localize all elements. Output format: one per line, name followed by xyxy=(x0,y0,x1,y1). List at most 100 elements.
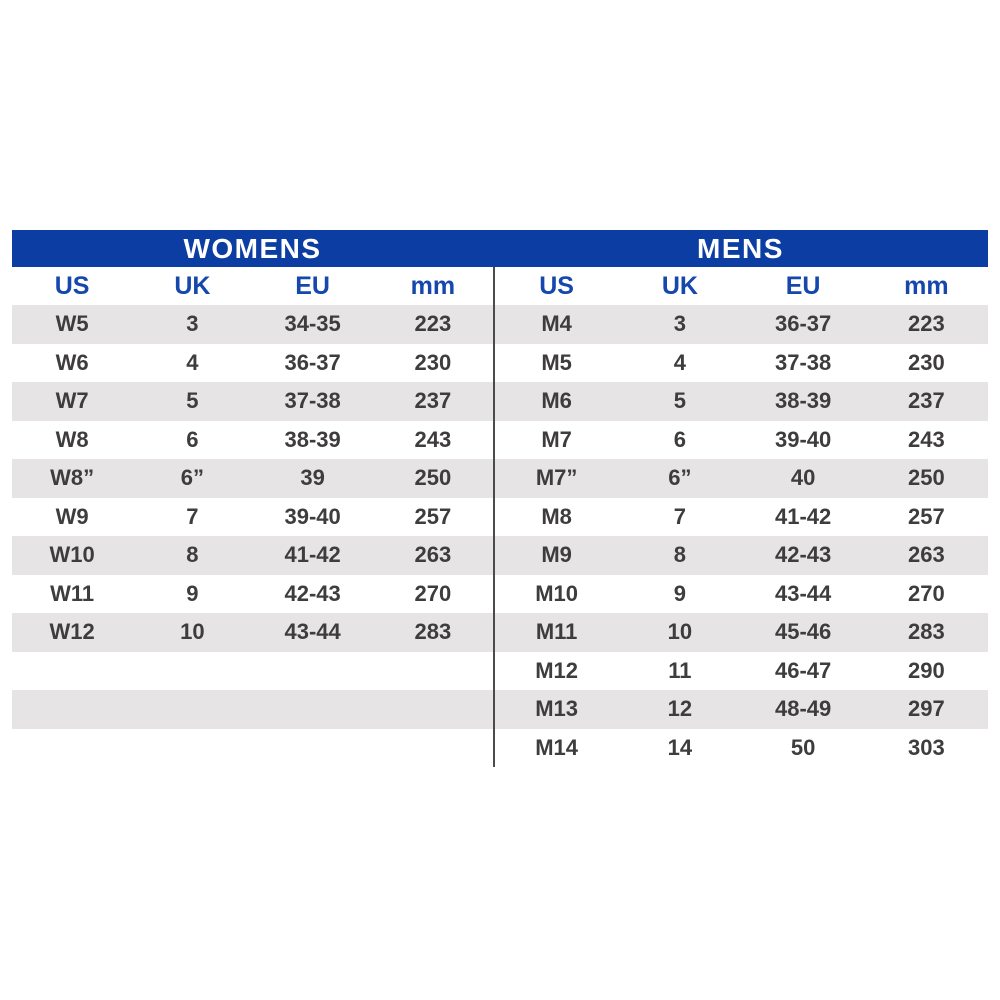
table-cell: 14 xyxy=(667,734,693,760)
table-cell: 290 xyxy=(908,657,945,683)
table-cell: W11 xyxy=(50,580,95,606)
table-cell: 43-44 xyxy=(284,619,341,645)
table-cell: W6 xyxy=(55,349,89,375)
table-cell: 257 xyxy=(414,503,452,529)
table-cell: 41-42 xyxy=(774,503,832,529)
table-cell: M5 xyxy=(541,349,572,375)
table-cell: 38-39 xyxy=(284,426,341,452)
table-row: M14 14 50 303 xyxy=(495,729,988,768)
table-cell: M11 xyxy=(535,619,578,645)
table-cell: 8 xyxy=(186,542,199,568)
table-row: W9 7 39-40 257 xyxy=(12,498,493,537)
column-header: UK xyxy=(174,271,211,300)
table-cell: 12 xyxy=(667,696,693,722)
table-cell: 9 xyxy=(186,580,199,606)
table-cell: W8” xyxy=(50,465,95,491)
table-cell: 237 xyxy=(414,388,452,414)
table-row: M7” 6” 40 250 xyxy=(495,459,988,498)
table-cell: 6” xyxy=(180,465,204,491)
table-cell: M8 xyxy=(541,503,572,529)
table-cell: 39-40 xyxy=(774,426,832,452)
table-cell: 7 xyxy=(186,503,199,529)
table-row: W8 6 38-39 243 xyxy=(12,421,493,460)
table-row: W12 10 43-44 283 xyxy=(12,613,493,652)
table-cell: 46-47 xyxy=(774,657,832,683)
table-cell: W9 xyxy=(55,503,89,529)
table-cell: 9 xyxy=(673,580,686,606)
table-cell: 230 xyxy=(414,349,452,375)
table-cell: 7 xyxy=(673,503,686,529)
table-cell: 283 xyxy=(908,619,945,645)
table-cell: 270 xyxy=(908,580,945,606)
table-cell: 8 xyxy=(673,542,686,568)
table-cell: M13 xyxy=(535,696,579,722)
table-cell: W12 xyxy=(49,619,95,645)
table-cell: 303 xyxy=(908,734,945,760)
table-row: M6 5 38-39 237 xyxy=(495,382,988,421)
table-row: M4 3 36-37 223 xyxy=(495,305,988,344)
table-cell: 4 xyxy=(673,349,686,375)
table-cell: 36-37 xyxy=(774,311,832,337)
table-row: M12 11 46-47 290 xyxy=(495,652,988,691)
table-cell: 250 xyxy=(414,465,452,491)
table-cell: 41-42 xyxy=(284,542,341,568)
table-row xyxy=(12,690,493,729)
table-cell: 37-38 xyxy=(284,388,341,414)
table-cell: 283 xyxy=(414,619,452,645)
table-cell: W5 xyxy=(55,311,89,337)
mens-size-table: US UK EU mm M4 3 36-37 223 M5 4 37-38 230 M6 5 38-39 2… xyxy=(493,267,988,767)
table-cell: 10 xyxy=(667,619,693,645)
table-row: M7 6 39-40 243 xyxy=(495,421,988,460)
table-cell: 6” xyxy=(668,465,692,491)
table-cell: 263 xyxy=(414,542,452,568)
table-cell: 4 xyxy=(186,349,199,375)
womens-section-title: WOMENS xyxy=(183,232,322,264)
table-cell: 237 xyxy=(908,388,945,414)
table-cell: 48-49 xyxy=(774,696,832,722)
table-cell: 223 xyxy=(414,311,452,337)
table-cell: M12 xyxy=(535,657,579,683)
table-row: W7 5 37-38 237 xyxy=(12,382,493,421)
table-row: W6 4 36-37 230 xyxy=(12,344,493,383)
table-row: M8 7 41-42 257 xyxy=(495,498,988,537)
table-cell: 230 xyxy=(908,349,945,375)
table-cell: 6 xyxy=(186,426,199,452)
table-cell: 6 xyxy=(673,426,686,452)
mens-column-headers: US UK EU mm xyxy=(495,267,988,305)
table-cell: 11 xyxy=(668,657,692,683)
column-header: US xyxy=(54,271,90,300)
table-cell: M9 xyxy=(541,542,572,568)
table-row: W5 3 34-35 223 xyxy=(12,305,493,344)
table-cell: 223 xyxy=(908,311,945,337)
column-header: mm xyxy=(410,271,456,300)
table-cell: M6 xyxy=(541,388,572,414)
table-row: W8” 6” 39 250 xyxy=(12,459,493,498)
table-row: W11 9 42-43 270 xyxy=(12,575,493,614)
table-cell: 250 xyxy=(908,465,945,491)
table-cell: M10 xyxy=(535,580,579,606)
table-row: M10 9 43-44 270 xyxy=(495,575,988,614)
table-cell: W10 xyxy=(49,542,95,568)
table-row xyxy=(12,652,493,691)
table-row: M5 4 37-38 230 xyxy=(495,344,988,383)
mens-table-body: M4 3 36-37 223 M5 4 37-38 230 M6 5 38-39 237 M7 6 39-4… xyxy=(495,305,988,767)
table-cell: M14 xyxy=(535,734,579,760)
table-cell: 37-38 xyxy=(774,349,832,375)
table-cell: 42-43 xyxy=(774,542,832,568)
table-cell: 243 xyxy=(908,426,945,452)
table-cell: 34-35 xyxy=(284,311,341,337)
column-header: mm xyxy=(904,271,949,300)
table-row: M11 10 45-46 283 xyxy=(495,613,988,652)
womens-size-table: US UK EU mm W5 3 34-35 223 W6 4 36-37 230 W7 5 37-38 2… xyxy=(12,267,493,767)
table-cell: 10 xyxy=(180,619,205,645)
column-header: UK xyxy=(661,271,698,300)
table-row: M13 12 48-49 297 xyxy=(495,690,988,729)
table-cell: M7 xyxy=(541,426,572,452)
table-cell: 243 xyxy=(414,426,452,452)
table-cell: 45-46 xyxy=(774,619,832,645)
table-cell: W8 xyxy=(55,426,89,452)
table-cell: 5 xyxy=(673,388,686,414)
table-cell: 39-40 xyxy=(284,503,341,529)
column-header: EU xyxy=(785,271,821,300)
